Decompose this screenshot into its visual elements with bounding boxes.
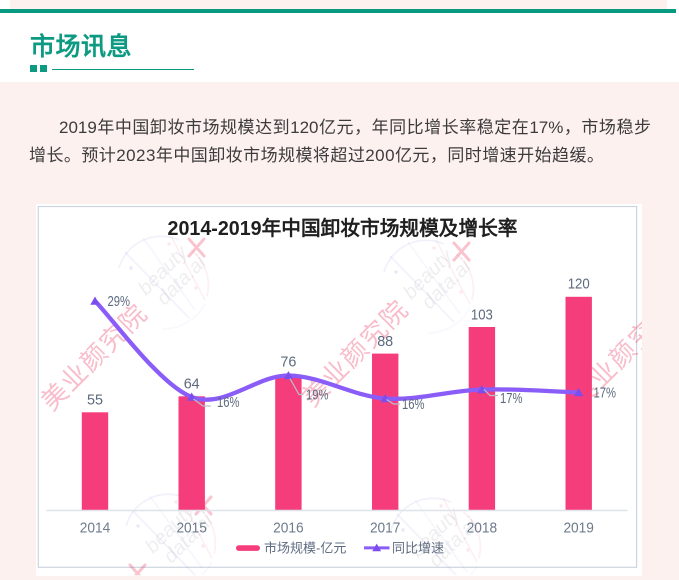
svg-text:2014-2019年中国卸妆市场规模及增长率: 2014-2019年中国卸妆市场规模及增长率 xyxy=(168,216,518,240)
svg-text:64: 64 xyxy=(184,376,200,393)
svg-text:同比增速: 同比增速 xyxy=(392,541,444,556)
svg-text:2018: 2018 xyxy=(467,520,498,537)
svg-text:29%: 29% xyxy=(108,293,131,310)
svg-text:76: 76 xyxy=(280,354,296,371)
svg-text:17%: 17% xyxy=(500,390,523,407)
svg-text:2015: 2015 xyxy=(176,520,207,537)
svg-text:2017: 2017 xyxy=(370,520,401,537)
svg-text:19%: 19% xyxy=(306,387,329,404)
svg-text:16%: 16% xyxy=(217,394,240,411)
svg-text:103: 103 xyxy=(471,307,493,324)
svg-text:2019: 2019 xyxy=(563,520,594,537)
svg-text:17%: 17% xyxy=(594,385,617,402)
svg-text:市场规模-亿元: 市场规模-亿元 xyxy=(264,541,346,556)
svg-text:16%: 16% xyxy=(402,396,425,413)
svg-text:2014: 2014 xyxy=(80,520,111,537)
svg-text:55: 55 xyxy=(87,392,103,409)
svg-text:88: 88 xyxy=(377,333,393,350)
svg-text:120: 120 xyxy=(568,276,590,293)
svg-text:2016: 2016 xyxy=(273,520,304,537)
